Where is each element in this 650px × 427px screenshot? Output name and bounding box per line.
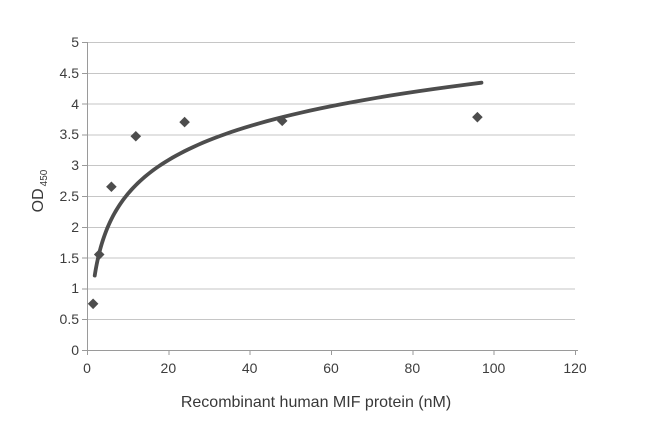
y-tick-label: 2: [71, 218, 79, 235]
y-tick-label: 0.5: [59, 311, 79, 328]
data-point-marker: [130, 130, 142, 142]
y-tick-label: 4.5: [59, 64, 79, 81]
x-tick-label: 0: [83, 360, 91, 376]
x-tick-label: 40: [241, 360, 258, 376]
data-point-marker: [106, 181, 117, 193]
x-tick-label: 20: [160, 360, 177, 376]
x-tick-label: 80: [404, 360, 421, 376]
x-tick-label: 120: [563, 360, 587, 376]
y-tick-label: 1: [71, 280, 79, 297]
data-point-marker: [276, 115, 288, 127]
y-axis-title-subscript: 450: [39, 169, 51, 187]
y-tick-label: 4: [71, 95, 79, 112]
y-tick-label: 3: [71, 157, 79, 174]
data-point-marker: [93, 249, 105, 260]
x-axis-title: Recombinant human MIF protein (nM): [180, 394, 452, 411]
y-axis-title-main: OD: [29, 188, 47, 213]
y-tick-label: 0: [71, 342, 79, 358]
y-axis-title: OD450: [30, 170, 50, 213]
y-tick-label: 2.5: [59, 188, 79, 204]
data-point-marker: [179, 116, 190, 128]
data-point-marker: [472, 111, 483, 123]
data-point-marker: [87, 298, 99, 310]
trendline-curve: [92, 80, 484, 278]
y-tick-label: 1.5: [59, 249, 79, 266]
x-tick-label: 60: [323, 360, 339, 376]
y-tick-label: 5: [71, 34, 79, 50]
y-tick-label: 3.5: [59, 126, 79, 143]
x-tick-label: 100: [481, 360, 506, 376]
